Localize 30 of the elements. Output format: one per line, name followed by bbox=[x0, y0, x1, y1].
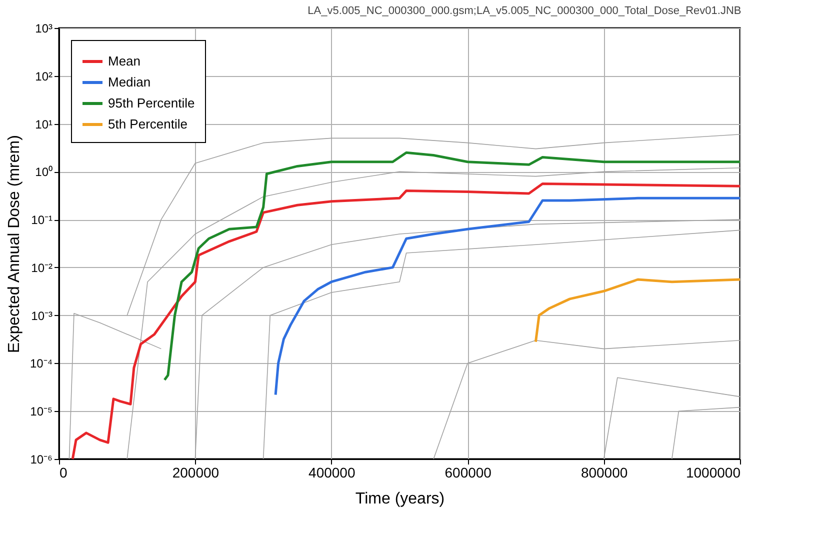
y-tick-label: 10⁻¹ bbox=[31, 213, 53, 228]
y-tick-label: 10² bbox=[35, 69, 53, 84]
line-series bbox=[163, 151, 742, 382]
legend-label: Mean bbox=[108, 54, 141, 68]
y-tick-label: 10⁻⁶ bbox=[30, 452, 53, 466]
line-series bbox=[126, 134, 740, 316]
y-tick-label: 10⁻³ bbox=[31, 308, 53, 323]
legend-label: Median bbox=[108, 74, 151, 90]
legend-label: 95th Percentile bbox=[108, 96, 195, 110]
legend-label: 5th Percentile bbox=[108, 116, 188, 132]
line-series bbox=[433, 340, 740, 460]
line-series bbox=[534, 278, 742, 344]
line-series bbox=[274, 196, 742, 396]
x-axis-title: Time (years) bbox=[355, 490, 445, 508]
x-tick-label: 600000 bbox=[444, 464, 492, 480]
x-tick-label: 400000 bbox=[308, 464, 356, 480]
y-tick-label: 10⁻² bbox=[31, 260, 53, 275]
x-tick-label: 1000000 bbox=[686, 464, 741, 480]
y-tick-label: 10³ bbox=[35, 22, 53, 36]
chart-title: LA_v5.005_NC_000300_000.gsm;LA_v5.005_NC_000300_000_Total_Dose_Rev01.JNB bbox=[308, 5, 742, 17]
line-series bbox=[194, 219, 740, 460]
line-series bbox=[262, 230, 740, 460]
y-tick-label: 10¹ bbox=[35, 117, 53, 132]
y-tick-label: 10⁰ bbox=[35, 165, 52, 180]
y-tick-label: 10⁻⁵ bbox=[30, 404, 53, 419]
y-tick-label: 10⁻⁴ bbox=[30, 356, 52, 371]
y-axis-title: Expected Annual Dose (mrem) bbox=[6, 135, 23, 353]
x-tick-label: 200000 bbox=[172, 464, 220, 480]
x-tick-label: 0 bbox=[60, 464, 68, 480]
x-tick-label: 800000 bbox=[580, 464, 628, 480]
